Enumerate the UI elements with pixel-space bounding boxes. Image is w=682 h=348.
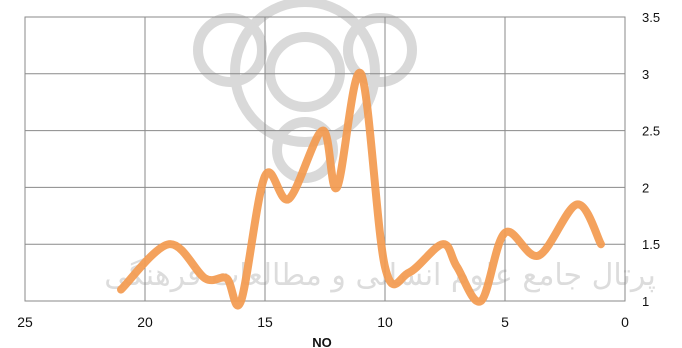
x-tick-label: 0	[621, 314, 629, 330]
x-tick-label: 10	[377, 314, 393, 330]
y-tick-label: 2	[642, 180, 649, 195]
x-axis-ticks: 25 20 15 10 5 0	[17, 314, 629, 330]
y-tick-label: 1	[642, 294, 649, 309]
plot-frame	[24, 16, 626, 302]
y-tick-label: 3.5	[642, 10, 660, 25]
x-tick-label: 20	[137, 314, 153, 330]
x-tick-label: 25	[17, 314, 33, 330]
watermark-logo: پرتال جامع علوم انسانی و مطالعات فرهنگی	[104, 0, 656, 293]
y-tick-label: 3	[642, 67, 649, 82]
x-tick-label: 5	[501, 314, 509, 330]
y-tick-label: 1.5	[642, 237, 660, 252]
x-axis-label: NO	[312, 335, 332, 348]
series-line-0	[117, 68, 605, 310]
x-tick-label: 15	[257, 314, 273, 330]
series-group	[117, 68, 605, 310]
y-tick-label: 2.5	[642, 124, 660, 139]
y-axis-ticks: 1 1.5 2 2.5 3 3.5	[642, 10, 660, 309]
watermark-text: پرتال جامع علوم انسانی و مطالعات فرهنگی	[104, 258, 656, 293]
